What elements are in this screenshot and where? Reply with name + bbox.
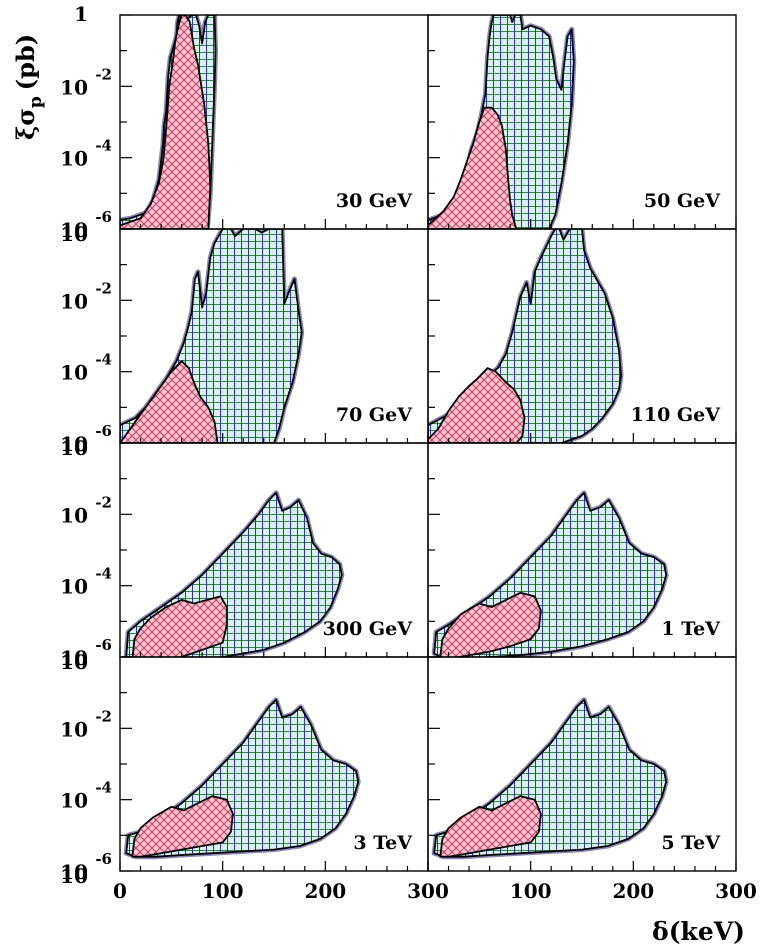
inner-region (131, 795, 234, 858)
panel: 5 TeV (427, 656, 737, 872)
y-tick-label-base: 10 (60, 147, 88, 171)
panel-regions (123, 697, 361, 860)
y-tick-label-base: 10 (60, 575, 88, 599)
panel-label: 5 TeV (661, 832, 721, 854)
y-axis-title-sub: p (26, 96, 46, 108)
inner-region (120, 15, 212, 229)
y-tick-label-base: 10 (60, 789, 88, 813)
y-tick-label-exponent: -4 (95, 779, 112, 797)
y-tick-label-base: 10 (60, 436, 88, 460)
y-tick-label-exponent: -4 (95, 565, 112, 583)
panel: 3 TeV (119, 656, 429, 872)
y-tick-label-top: 1 (74, 2, 88, 26)
panel-regions (428, 229, 624, 443)
panel-label: 110 GeV (631, 404, 722, 426)
panel: 1 TeV (427, 442, 737, 658)
x-tick-label: 200 (304, 879, 346, 903)
y-tick-label-base: 10 (60, 75, 88, 99)
y-tick-label-base: 10 (60, 646, 88, 670)
panel-label: 1 TeV (661, 618, 721, 640)
panel-regions (431, 697, 669, 860)
panel: 30 GeV (119, 14, 429, 230)
y-tick-label-exponent: -6 (95, 636, 112, 654)
panel-regions (431, 490, 669, 657)
y-tick-label-exponent: -2 (95, 707, 112, 725)
y-tick-label-base: 10 (60, 222, 88, 246)
y-tick-label-base: 10 (60, 361, 88, 385)
inner-region (131, 595, 228, 657)
y-tick-label-exponent: -4 (95, 137, 112, 155)
panel: 110 GeV (427, 228, 737, 444)
y-tick-label-base: 10 (60, 503, 88, 527)
y-tick-label-base: 10 (60, 717, 88, 741)
panel-label: 300 GeV (323, 618, 414, 640)
y-tick-label-base: 10 (60, 432, 88, 456)
inner-region (439, 591, 542, 657)
y-tick-label-exponent: -4 (95, 351, 112, 369)
y-axis-title: ξσp (pb) (11, 34, 46, 140)
panel-ticks (119, 14, 429, 230)
y-tick-label-base: 10 (60, 860, 88, 884)
panel: 300 GeV (119, 442, 429, 658)
y-tick-label-base: 10 (60, 864, 88, 888)
inner-region (439, 795, 542, 858)
panels-group: 30 GeV 50 GeV 70 GeV 110 GeV 300 GeV 1 TeV 3 T… (119, 14, 737, 872)
panel-ticks (119, 656, 429, 872)
panel-label: 3 TeV (353, 832, 413, 854)
x-tick-label: 0 (113, 879, 127, 903)
y-tick-label-exponent: -6 (95, 422, 112, 440)
y-axis-title-unit: (pb) (11, 34, 40, 90)
x-tick-label: 100 (202, 879, 244, 903)
panel-regions (123, 490, 345, 657)
y-axis-title-main: ξσ (11, 108, 40, 140)
panel: 50 GeV (427, 14, 737, 230)
inner-region (120, 360, 219, 443)
y-tick-label-exponent: -6 (95, 850, 112, 868)
y-tick-label-base: 10 (60, 289, 88, 313)
panel-ticks (427, 656, 737, 872)
x-tick-label: 300 (407, 879, 449, 903)
panel-regions (120, 229, 305, 443)
y-tick-label-exponent: -2 (95, 493, 112, 511)
panel-ticks (427, 14, 737, 230)
y-tick-label-exponent: -2 (95, 279, 112, 297)
panel: 70 GeV (119, 228, 429, 444)
y-tick-label-exponent: -2 (95, 65, 112, 83)
y-tick-label-base: 10 (60, 650, 88, 674)
y-tick-label-base: 10 (60, 218, 88, 242)
panel-regions (428, 15, 577, 229)
y-tick-label-exponent: -6 (95, 208, 112, 226)
x-axis-title: δ(keV) (652, 917, 745, 946)
x-tick-label: 100 (510, 879, 552, 903)
x-tick-label: 200 (612, 879, 654, 903)
axis-labels-group: ξσp(pb) δ(keV) 10-610-410-21010-610-410-… (11, 2, 757, 946)
panel-regions (120, 15, 218, 229)
inner-region (428, 106, 518, 229)
panel-label: 50 GeV (644, 190, 721, 212)
panel-label: 30 GeV (336, 190, 413, 212)
x-tick-label: 300 (715, 879, 757, 903)
inner-region (428, 367, 526, 443)
panel-label: 70 GeV (336, 404, 413, 426)
